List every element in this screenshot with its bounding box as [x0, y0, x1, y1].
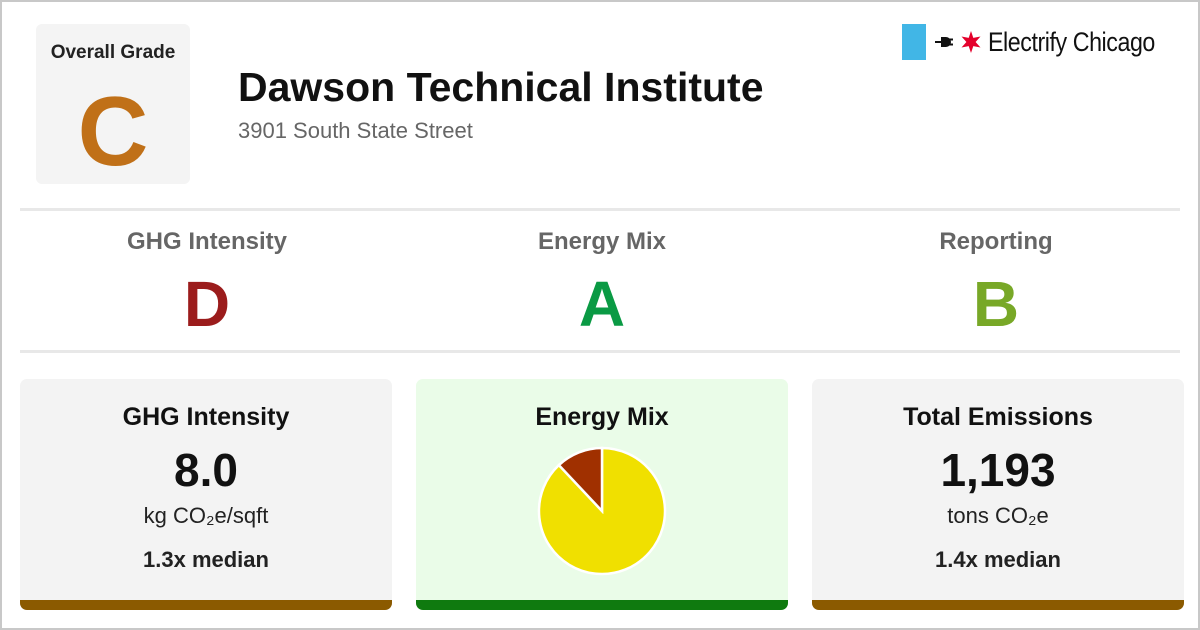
subgrade-letter: A [578, 268, 626, 340]
subgrade-label: Energy Mix [537, 228, 667, 255]
total-emissions-unit: tons CO₂e [947, 503, 1049, 528]
chicago-star-icon [961, 31, 981, 53]
total-emissions-card: Total Emissions 1,193 tons CO₂e 1.4x med… [812, 379, 1184, 610]
subgrade-label: GHG Intensity [126, 228, 288, 255]
pie-slice-1 [557, 446, 604, 515]
subgrade-label: Reporting [939, 228, 1053, 255]
plug-icon [935, 37, 953, 47]
energy-mix-card: Energy Mix [416, 379, 788, 610]
subgrade-reporting: Reporting B [799, 228, 1193, 336]
card-accent-bar [416, 600, 788, 610]
card-accent-bar [20, 600, 392, 610]
subgrade-letter: B [972, 268, 1020, 340]
subgrade-energy-mix: Energy Mix A [405, 228, 799, 336]
card-accent-bar [812, 600, 1184, 610]
overall-grade-label: Overall Grade [50, 42, 176, 63]
building-address: 3901 South State Street [238, 118, 473, 143]
divider-middle [20, 350, 1180, 353]
energy-mix-pie-chart [537, 446, 667, 576]
divider-top [20, 208, 1180, 211]
total-emissions-median: 1.4x median [935, 547, 1061, 572]
ghg-intensity-unit: kg CO₂e/sqft [143, 503, 269, 528]
subgrade-letter: D [183, 268, 231, 340]
brand-logo: Electrify Chicago [902, 24, 1174, 60]
total-emissions-value: 1,193 [940, 444, 1056, 496]
ghg-intensity-value: 8.0 [174, 444, 238, 496]
overall-grade-box: Overall Grade C [36, 24, 190, 184]
brand-name: Electrify Chicago [988, 26, 1155, 57]
subgrade-ghg: GHG Intensity D [10, 228, 404, 336]
overall-grade-letter: C [77, 76, 149, 186]
chicago-flag-icon [902, 24, 926, 60]
ghg-intensity-card: GHG Intensity 8.0 kg CO₂e/sqft 1.3x medi… [20, 379, 392, 610]
building-name: Dawson Technical Institute [238, 64, 764, 110]
card-title: Energy Mix [535, 403, 669, 431]
card-title: GHG Intensity [122, 403, 290, 431]
card-title: Total Emissions [903, 403, 1093, 431]
ghg-intensity-median: 1.3x median [143, 547, 269, 572]
